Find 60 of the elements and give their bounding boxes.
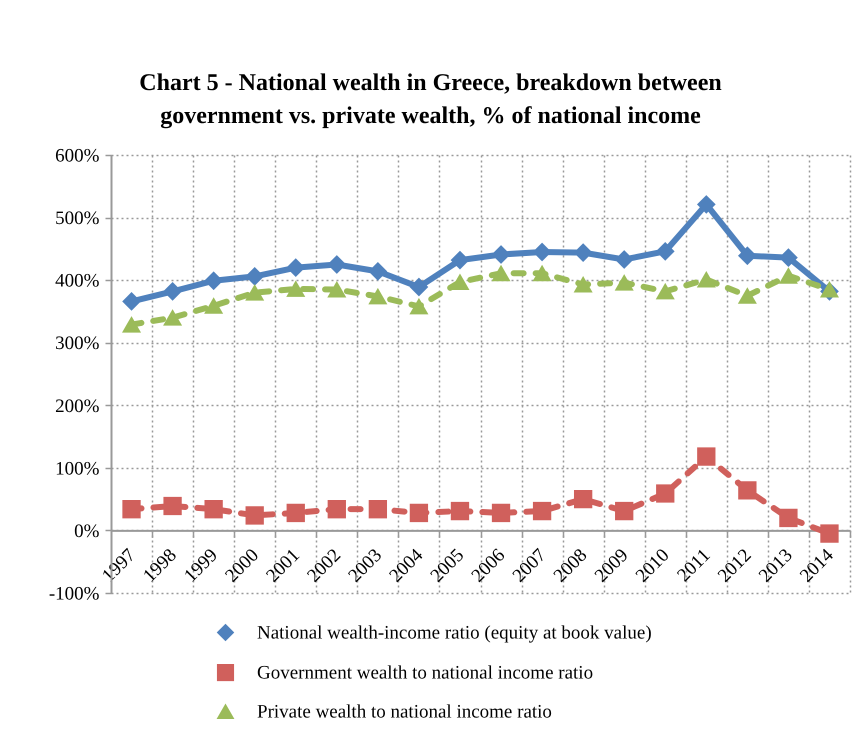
point bbox=[615, 274, 634, 291]
point bbox=[615, 502, 634, 520]
point bbox=[122, 316, 141, 333]
point bbox=[246, 267, 264, 286]
point bbox=[656, 242, 674, 261]
point bbox=[368, 500, 388, 518]
point bbox=[492, 265, 510, 282]
point bbox=[204, 298, 223, 314]
point bbox=[410, 298, 428, 314]
point bbox=[779, 508, 798, 528]
point bbox=[368, 262, 388, 281]
point bbox=[697, 195, 716, 214]
point bbox=[820, 524, 839, 543]
point bbox=[532, 265, 552, 282]
point bbox=[410, 504, 428, 522]
point bbox=[656, 484, 674, 503]
point bbox=[163, 496, 182, 516]
y-tick-label: 600% bbox=[55, 146, 100, 166]
point bbox=[532, 502, 552, 520]
point bbox=[574, 276, 592, 293]
point bbox=[492, 504, 510, 522]
point bbox=[286, 280, 305, 297]
chart-title: Chart 5 - National wealth in Greece, breakdown between government vs. private wealth, % of national income bbox=[139, 70, 722, 129]
point bbox=[122, 500, 141, 518]
point bbox=[286, 258, 305, 277]
point bbox=[697, 447, 716, 466]
point bbox=[163, 282, 182, 301]
point bbox=[450, 502, 470, 520]
point bbox=[697, 272, 716, 288]
point bbox=[204, 272, 223, 290]
point bbox=[410, 278, 428, 296]
y-tick-label: 400% bbox=[55, 270, 100, 292]
point bbox=[328, 500, 346, 518]
point bbox=[122, 292, 141, 311]
point bbox=[328, 282, 346, 298]
point bbox=[450, 250, 470, 270]
legend-label: Government wealth to national income ratio bbox=[257, 662, 594, 684]
point bbox=[574, 490, 592, 508]
point bbox=[246, 284, 264, 301]
y-tick-label: 200% bbox=[55, 396, 100, 417]
point bbox=[286, 504, 305, 522]
y-tick-label: 100% bbox=[55, 458, 100, 480]
y-tick-label: 0% bbox=[74, 520, 100, 542]
point bbox=[656, 283, 674, 300]
y-tick-label: 300% bbox=[55, 333, 100, 354]
point bbox=[368, 288, 388, 304]
y-tick-label: -100% bbox=[48, 584, 100, 604]
point bbox=[450, 274, 470, 290]
y-tick-label: 500% bbox=[55, 208, 100, 230]
point bbox=[615, 250, 634, 269]
point bbox=[738, 288, 757, 304]
point bbox=[779, 268, 798, 284]
legend-label: National wealth-income ratio (equity at book value) bbox=[257, 622, 652, 644]
x-tick-label: 2011 bbox=[673, 544, 715, 586]
point bbox=[820, 282, 839, 298]
point bbox=[246, 506, 264, 525]
legend-label: Private wealth to national income ratio bbox=[257, 702, 552, 722]
point bbox=[738, 481, 757, 500]
point bbox=[204, 500, 223, 518]
point bbox=[163, 310, 182, 326]
